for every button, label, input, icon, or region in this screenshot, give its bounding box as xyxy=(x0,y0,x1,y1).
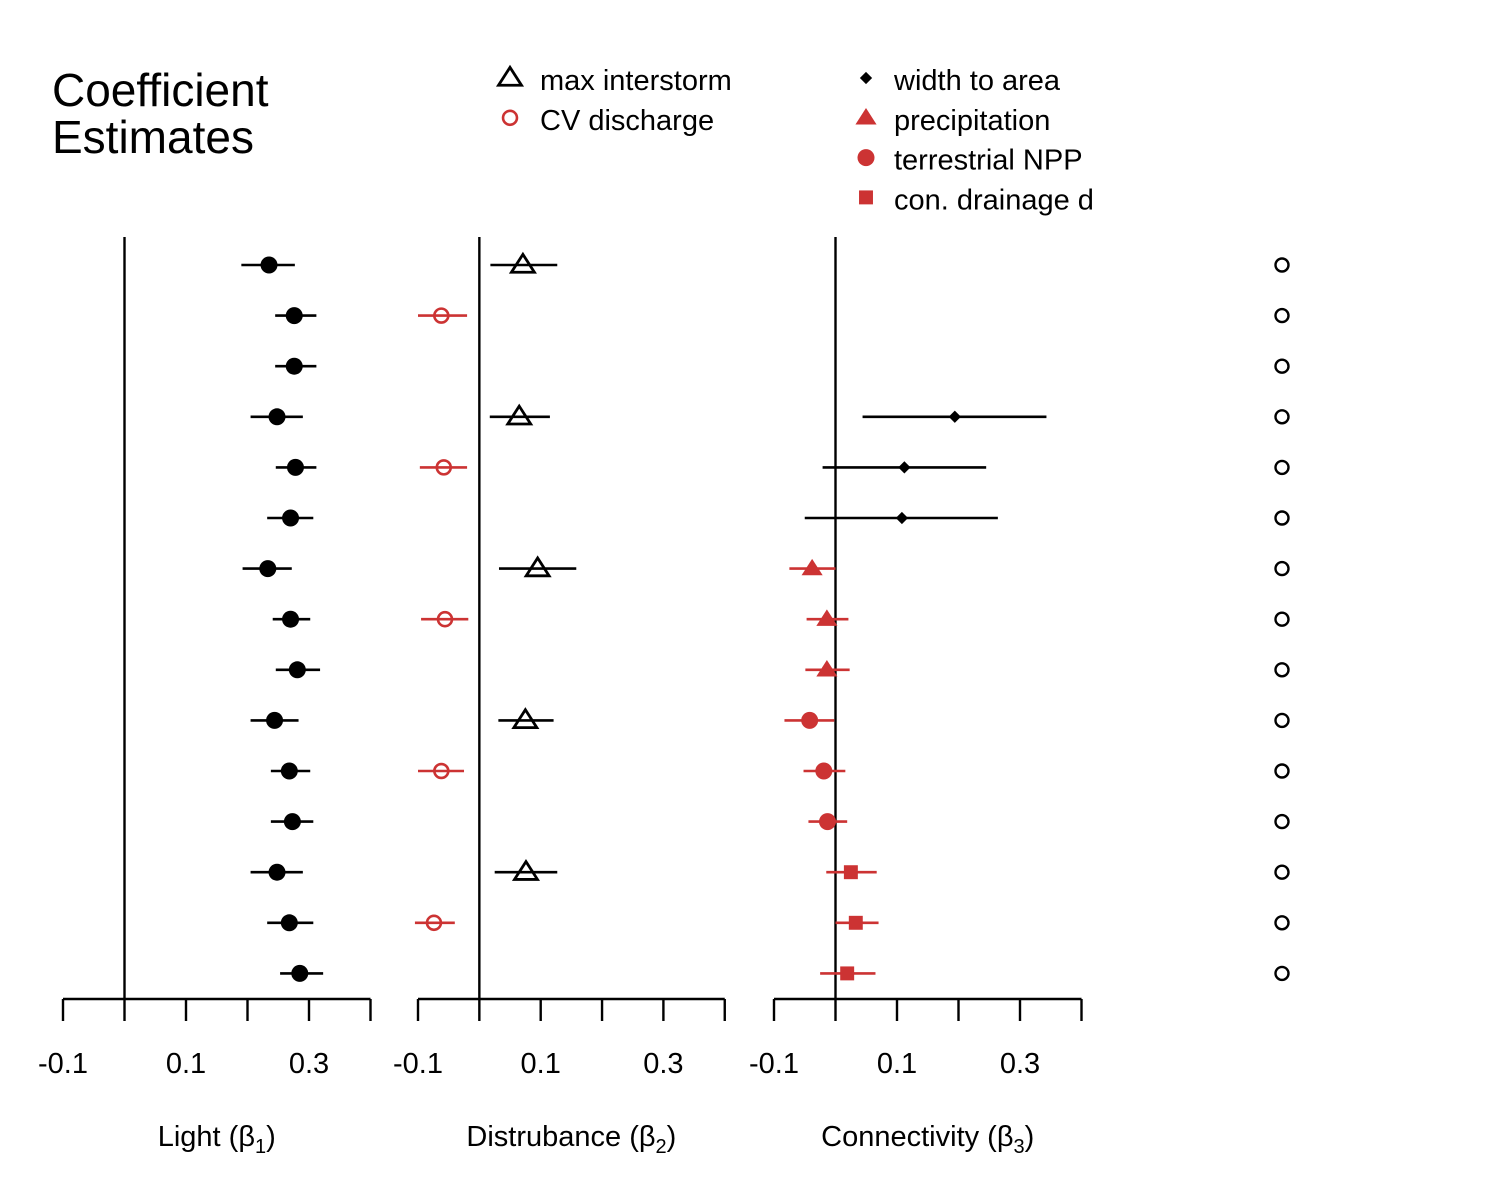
chart-title-line-1: Coefficient xyxy=(52,64,269,116)
legend-marker-filled-circle xyxy=(857,149,875,167)
panel-light: -0.1 0.1 0.3 Light (β1) xyxy=(38,237,372,1158)
estimate-point xyxy=(840,966,855,981)
row-marker-point xyxy=(1274,510,1290,526)
legend-item: CV discharge xyxy=(501,105,714,137)
estimate-point xyxy=(288,661,306,679)
row-marker-point xyxy=(1274,307,1290,324)
estimate-point xyxy=(523,555,552,578)
legend-marker-filled-diamond xyxy=(859,71,873,85)
legend-marker-open-circle xyxy=(501,109,519,127)
legend-label: precipitation xyxy=(894,105,1050,137)
row-marker-point xyxy=(1274,915,1290,931)
legend: max interstorm CV discharge width to area p… xyxy=(495,64,1094,216)
row-marker-point xyxy=(1274,662,1290,678)
estimate-point xyxy=(268,863,286,881)
legend-marker-open-triangle xyxy=(495,64,525,87)
legend-item: terrestrial NPP xyxy=(857,145,1083,177)
estimate-point xyxy=(425,914,443,932)
x-tick-label: 0.3 xyxy=(643,1048,683,1080)
panel-connectivity: -0.1 0.1 0.3 Connectivity (β3) xyxy=(749,237,1083,1158)
x-tick-label: -0.1 xyxy=(749,1048,799,1080)
estimate-point xyxy=(436,610,454,628)
estimate-point xyxy=(895,511,909,525)
estimate-point xyxy=(816,660,838,677)
estimate-point xyxy=(435,459,453,476)
legend-marker-filled-square xyxy=(859,190,873,205)
row-marker-point xyxy=(1274,409,1290,425)
legend-item: width to area xyxy=(859,65,1061,97)
x-tick-label: 0.1 xyxy=(521,1048,561,1080)
panels: -0.1 0.1 0.3 Light (β1) -0.1 0.1 0.3 Distrubanc… xyxy=(38,237,1290,1158)
legend-item: precipitation xyxy=(855,105,1050,137)
estimate-point xyxy=(433,307,450,324)
row-marker-point xyxy=(1274,712,1290,729)
estimate-point xyxy=(843,865,858,880)
panel-disturbance: -0.1 0.1 0.3 Distrubance (β2) xyxy=(393,237,726,1158)
x-axis-title: Distrubance (β2) xyxy=(466,1121,676,1158)
estimate-point xyxy=(511,707,540,730)
x-tick-label: 0.1 xyxy=(877,1048,917,1080)
estimate-point xyxy=(266,711,284,729)
estimate-point xyxy=(848,915,863,930)
legend-label: con. drainage d xyxy=(894,184,1094,216)
estimate-point xyxy=(433,762,450,780)
estimate-point xyxy=(511,858,541,881)
legend-label: CV discharge xyxy=(540,105,714,137)
estimate-point xyxy=(283,813,301,831)
estimate-point xyxy=(282,509,300,527)
x-tick-label: 0.1 xyxy=(166,1048,206,1080)
estimate-point xyxy=(280,762,298,780)
chart-title-line-2: Estimates xyxy=(52,111,254,163)
row-marker-point xyxy=(1274,864,1290,880)
estimate-point xyxy=(816,609,838,626)
row-marker-point xyxy=(1274,813,1290,830)
row-marker-point xyxy=(1274,459,1290,476)
row-markers xyxy=(1274,257,1290,982)
legend-label: terrestrial NPP xyxy=(894,145,1083,177)
x-axis-title: Light (β1) xyxy=(158,1121,276,1158)
estimate-point xyxy=(259,560,277,578)
estimate-point xyxy=(285,357,303,375)
x-tick-label: -0.1 xyxy=(393,1048,443,1080)
x-tick-label: 0.3 xyxy=(1000,1048,1040,1080)
estimate-point xyxy=(505,403,534,426)
legend-label: width to area xyxy=(893,65,1061,97)
estimate-point xyxy=(285,307,303,325)
estimate-point xyxy=(801,558,823,576)
estimate-point xyxy=(282,610,300,628)
estimate-point xyxy=(815,762,833,780)
estimate-point xyxy=(291,964,309,982)
legend-marker-filled-triangle xyxy=(855,108,877,125)
estimate-point xyxy=(801,711,819,729)
estimate-point xyxy=(819,813,837,831)
x-tick-label: -0.1 xyxy=(38,1048,88,1080)
row-marker-point xyxy=(1274,257,1290,273)
estimate-point xyxy=(898,461,911,474)
x-tick-label: 0.3 xyxy=(289,1048,329,1080)
legend-item: con. drainage d xyxy=(859,184,1094,216)
row-marker-point xyxy=(1274,611,1290,627)
legend-label: max interstorm xyxy=(540,65,732,97)
row-marker-point xyxy=(1274,358,1290,374)
estimate-point xyxy=(286,458,304,476)
estimate-point xyxy=(508,251,537,274)
legend-item: max interstorm xyxy=(495,64,732,97)
row-marker-point xyxy=(1274,560,1290,577)
row-marker-point xyxy=(1274,965,1290,982)
estimate-point xyxy=(268,408,286,426)
x-axis-title: Connectivity (β3) xyxy=(821,1121,1034,1158)
row-marker-point xyxy=(1274,763,1290,779)
estimate-point xyxy=(260,256,278,274)
estimate-point xyxy=(280,914,298,932)
estimate-point xyxy=(948,410,961,423)
